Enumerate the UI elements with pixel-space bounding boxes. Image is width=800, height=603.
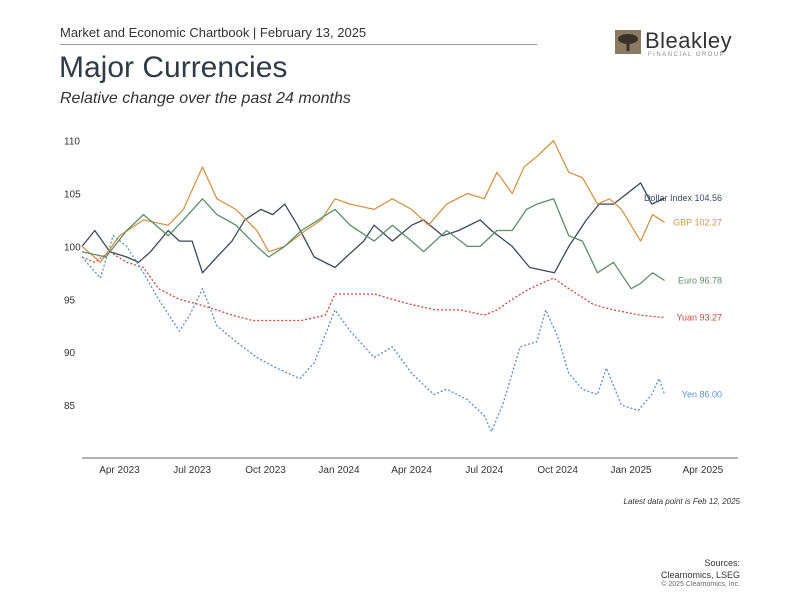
y-tick-label: 90 [64,348,76,359]
y-tick-label: 100 [64,242,81,253]
logo-tagline: FINANCIAL GROUP [648,52,726,58]
x-tick-label: Apr 2024 [391,465,432,476]
series-line-dollar-index [81,182,665,274]
x-tick-label: Jul 2024 [465,465,503,476]
y-tick-label: 110 [64,137,80,148]
x-tick-label: Oct 2024 [537,465,578,476]
series-line-gbp [81,139,665,263]
series-line-yuan [81,251,665,322]
sources-text: Sources: Clearnomics, LSEG [660,557,740,581]
series-lines [81,139,666,433]
chartbook-header: Market and Economic Chartbook | February… [60,25,367,40]
logo-name: Bleakley [645,28,733,53]
x-axis: Apr 2023 Jul 2023 Oct 2023 Jan 2024 Apr 2024… [82,457,738,476]
x-tick-label: Apr 2025 [683,465,724,476]
series-label-gbp: GBP 102.27 [673,217,722,227]
series-labels: Dollar Index 104.56 GBP 102.27 Euro 96.78 Y… [644,193,722,399]
company-logo: Bleakley FINANCIAL GROUP [615,28,740,60]
series-label-yen: Yen 86.00 [682,390,722,400]
x-tick-label: Jan 2024 [318,465,360,476]
series-line-euro [81,198,665,290]
x-tick-label: Oct 2023 [245,465,286,476]
tree-logo-icon [615,30,641,54]
latest-data-note: Latest data point is Feb 12, 2025 [623,497,740,506]
series-label-euro: Euro 96.78 [678,275,722,285]
x-tick-label: Jul 2023 [173,465,211,476]
y-axis: 85 90 95 100 105 110 [64,137,81,413]
series-label-yuan: Yuan 93.27 [676,313,722,323]
x-tick-label: Jan 2025 [610,465,652,476]
page-subtitle: Relative change over the past 24 months [60,90,351,107]
y-tick-label: 95 [64,295,76,306]
copyright-text: © 2025 Clearnomics, Inc. [661,581,740,588]
sources-label: Sources: Clearnomics, LSEG [660,558,740,580]
header-divider [60,44,537,45]
page-title: Major Currencies [59,51,288,84]
x-tick-label: Apr 2023 [99,465,140,476]
series-label-dollar-index: Dollar Index 104.56 [644,193,722,203]
y-tick-label: 105 [64,189,81,200]
y-tick-label: 85 [64,401,76,412]
series-line-yen [81,235,666,433]
